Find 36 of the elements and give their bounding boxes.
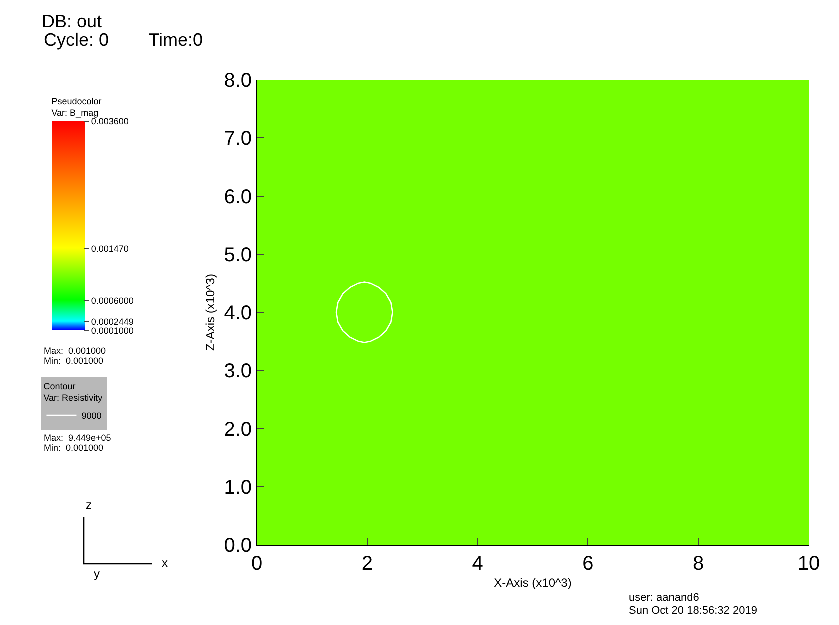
text: x [162, 556, 168, 570]
y-tick-label: 0.0 [224, 535, 252, 557]
text: DB: out [42, 11, 102, 32]
x-tick-label: 0 [251, 553, 263, 575]
legend-label: 9000 [82, 411, 102, 422]
color-bar-label: 0.003600 [91, 116, 129, 126]
y-axis-title: Z-Axis (x10^3) [203, 274, 218, 351]
text: Sun Oct 20 18:56:32 2019 [629, 605, 758, 617]
color-bar-label: 0.0002449 [91, 317, 134, 328]
text: Min: 0.001000 [44, 443, 104, 453]
color-bar-title: Pseudocolor Var: B_mag [52, 96, 102, 118]
text: Min: 0.001000 [44, 356, 104, 366]
color-bar-label: 0.0006000 [91, 296, 134, 306]
text: Max: 0.001000 [44, 346, 106, 356]
y-tick-label: 2.0 [224, 418, 252, 441]
x-tick-label: 10 [798, 553, 820, 575]
y-tick-label: 8.0 [224, 70, 252, 92]
legend-title: Contour Var: Resistivity [44, 381, 104, 403]
chart-subtitle: Cycle: 0 Time:0 [44, 30, 204, 50]
y-tick-label: 3.0 [224, 360, 252, 383]
x-tick-label: 6 [582, 553, 594, 575]
x-tick-label: 2 [362, 553, 373, 575]
x-axis-title: X-Axis (x10^3) [494, 576, 572, 590]
y-tick-label: 5.0 [224, 244, 252, 266]
y-tick-label: 4.0 [224, 302, 252, 324]
x-tick-label: 4 [472, 553, 484, 575]
text: y [94, 567, 100, 581]
y-tick-label: 7.0 [224, 128, 252, 150]
x-tick-label: 8 [693, 553, 704, 575]
text: Max: 9.449e+05 [44, 433, 112, 443]
y-tick-label: 1.0 [224, 476, 252, 499]
color-bar-label: 0.001470 [91, 244, 129, 254]
y-tick-label: 6.0 [224, 186, 252, 208]
text: user: aanand6 [629, 592, 700, 604]
color-bar-label: 0.0001000 [91, 326, 134, 336]
text: z [86, 498, 92, 512]
